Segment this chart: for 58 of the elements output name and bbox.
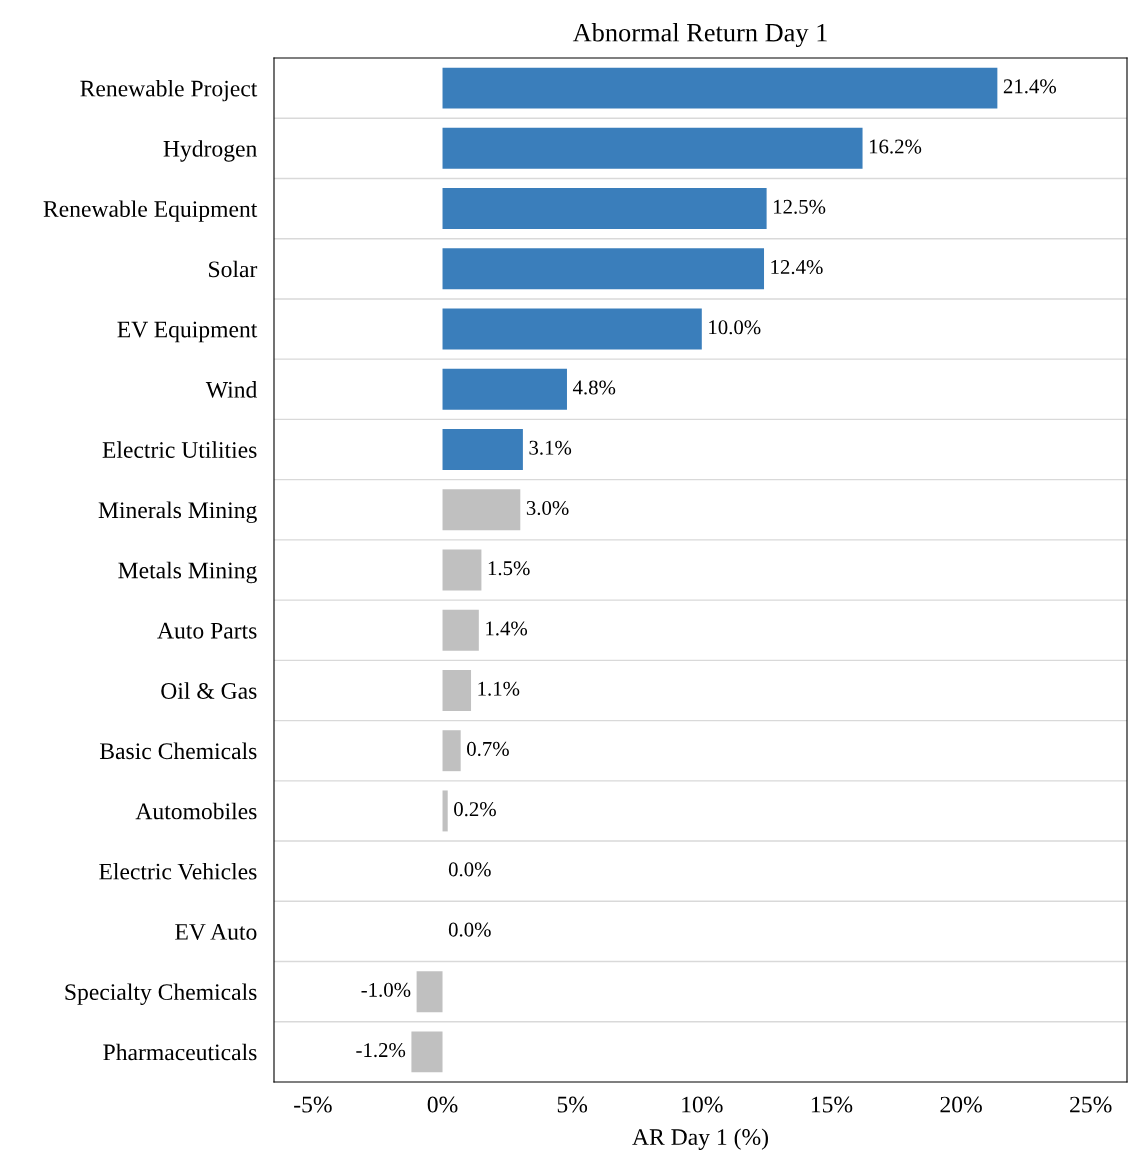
bar [442,368,567,410]
data-label: 3.1% [529,440,572,455]
data-label: 12.4% [771,259,823,275]
bar [411,1031,443,1073]
chart-title: Abnormal Return Day 1 [572,23,827,48]
y-tick-label: Automobiles [135,802,257,820]
x-tick-label: 20% [940,1096,982,1113]
bar [442,489,521,531]
x-axis-title: AR Day 1 (%) [632,1128,768,1150]
bar [442,308,702,350]
data-label: -1.2% [356,1043,406,1058]
data-label: 0.2% [454,802,496,817]
y-tick-label: Oil & Gas [161,682,257,699]
y-tick-label: Pharmaceuticals [103,1043,257,1061]
y-tick-label: Renewable Equipment [43,200,258,222]
x-tick-label: -5% [294,1096,332,1113]
x-tick-label: 15% [811,1096,853,1113]
y-tick-label: Electric Vehicles [99,862,257,880]
data-label: 16.2% [869,139,922,154]
data-label: 0.0% [448,922,491,937]
data-label: 3.0% [526,500,569,516]
y-tick-label: EV Equipment [117,321,258,343]
bar [442,429,523,471]
y-tick-label: Auto Parts [157,622,257,639]
data-label: 1.1% [478,681,520,696]
y-tick-label: Wind [205,381,258,398]
bar [442,730,461,772]
data-label: 4.8% [572,380,616,395]
x-tick-label: 5% [557,1096,588,1113]
data-label: 12.5% [774,199,826,214]
y-tick-label: Minerals Mining [98,501,257,524]
data-label: 21.4% [1003,79,1057,94]
bar [442,188,767,230]
bar [442,549,482,591]
y-tick-label: Basic Chemicals [99,742,257,760]
data-label: 1.5% [488,561,530,576]
x-tick-label: 25% [1070,1096,1112,1113]
bar [442,669,472,711]
bar [416,971,443,1013]
bar [442,790,448,832]
y-tick-label: Renewable Project [80,79,258,102]
y-tick-label: Electric Utilities [102,441,257,458]
y-tick-label: Specialty Chemicals [65,983,257,1005]
bar [442,609,479,651]
y-tick-label: Solar [209,260,258,278]
y-tick-label: Hydrogen [163,140,257,162]
y-tick-label: EV Auto [175,924,257,940]
y-tick-label: Metals Mining [118,561,257,584]
x-tick-label: 0% [427,1096,458,1113]
x-tick-label: 10% [682,1096,723,1113]
bar [442,127,863,169]
bar [442,248,765,290]
data-label: 10.0% [709,320,761,335]
data-label: -1.0% [361,982,411,997]
bar [442,67,998,109]
data-label: 0.0% [448,862,491,877]
data-label: 1.4% [486,621,528,636]
data-label: 0.7% [467,741,509,757]
